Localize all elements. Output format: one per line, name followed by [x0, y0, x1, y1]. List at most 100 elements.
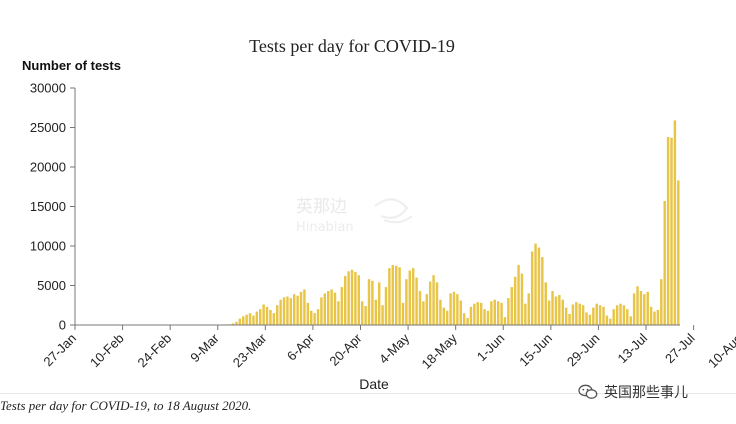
x-tick-label: 10-Feb — [87, 331, 127, 371]
bar — [466, 317, 469, 325]
x-tick-label: 1-Jun — [474, 331, 508, 365]
bar — [242, 316, 245, 325]
bar — [340, 287, 344, 325]
bar — [513, 276, 517, 325]
bar — [238, 318, 242, 325]
bar — [636, 286, 639, 325]
wechat-icon — [578, 384, 598, 399]
y-tick-label: 25000 — [30, 120, 66, 135]
bar — [262, 304, 265, 325]
bar — [483, 309, 486, 325]
y-axis: 0 5000 10000 15000 20000 25000 30000 — [30, 81, 76, 333]
bar — [439, 299, 442, 325]
bar — [537, 247, 541, 325]
bar — [619, 303, 622, 325]
bar — [520, 273, 524, 325]
bar — [507, 298, 510, 325]
bar — [541, 257, 544, 325]
watermark-text-cn: 英那边 — [296, 197, 347, 217]
bar — [609, 318, 612, 325]
bar — [558, 294, 561, 325]
bar — [500, 302, 503, 325]
bar — [350, 269, 354, 325]
x-tick-label: 9-Mar — [187, 330, 222, 365]
bar — [306, 302, 310, 325]
x-tick-label: 24-Feb — [135, 331, 175, 371]
bar — [252, 315, 255, 325]
figure-caption: Tests per day for COVID-19, to 18 August… — [0, 398, 252, 413]
watermark-swirl-icon — [374, 198, 413, 224]
bar — [286, 296, 289, 325]
y-axis-label: Number of tests — [22, 58, 121, 73]
bar — [629, 316, 632, 325]
bar — [343, 276, 347, 325]
x-tick-label: 10-Aug — [705, 331, 736, 371]
bar — [585, 312, 588, 325]
bar — [602, 306, 605, 325]
bar — [330, 289, 333, 325]
bar — [425, 294, 429, 325]
x-tick-label: 18-May — [419, 330, 461, 372]
bar — [326, 291, 330, 325]
bar — [530, 251, 534, 325]
bar — [456, 294, 459, 325]
bar — [677, 180, 680, 325]
bar — [479, 302, 483, 325]
bar — [581, 305, 585, 325]
bar — [377, 282, 381, 325]
bar — [276, 305, 279, 325]
bar — [632, 293, 636, 325]
bar — [575, 302, 578, 325]
brand-name: 英国那些事儿 — [604, 385, 688, 401]
bar — [299, 291, 303, 325]
x-axis-label: Date — [359, 376, 389, 392]
bar — [527, 293, 530, 325]
bar — [639, 291, 643, 325]
bar — [235, 321, 238, 325]
y-tick-label: 5000 — [37, 278, 66, 293]
bar — [401, 302, 405, 325]
bar — [360, 301, 364, 325]
watermark: 英那边 Hinabian — [296, 197, 413, 235]
bar — [554, 296, 558, 325]
bar — [418, 291, 422, 325]
bar — [517, 264, 520, 325]
bar — [248, 313, 252, 325]
bar — [469, 306, 473, 325]
watermark-text-en: Hinabian — [296, 220, 354, 235]
bar — [622, 305, 626, 325]
bar — [643, 294, 646, 325]
bar — [571, 304, 575, 325]
bar — [303, 289, 306, 325]
bar — [289, 298, 293, 325]
bar — [384, 287, 388, 325]
x-tick-label: 15-Jun — [516, 331, 555, 370]
bar — [371, 280, 374, 325]
bar — [391, 264, 395, 325]
bar — [296, 295, 299, 325]
bar — [666, 136, 670, 325]
bar — [367, 279, 371, 325]
bar — [313, 313, 316, 325]
bar — [568, 313, 571, 325]
bar — [279, 299, 282, 325]
bar — [408, 270, 412, 325]
bar — [656, 309, 660, 325]
bar — [272, 313, 276, 325]
bar — [422, 301, 425, 325]
bar — [347, 271, 350, 325]
y-tick-label: 0 — [59, 318, 66, 333]
bar — [432, 275, 435, 325]
bar — [333, 292, 337, 325]
bar — [486, 310, 490, 325]
bar — [615, 305, 619, 325]
bar — [394, 265, 398, 325]
bar — [354, 272, 357, 325]
bar — [612, 309, 615, 325]
bar — [595, 303, 598, 325]
bar — [473, 303, 476, 325]
x-axis: 27-Jan 10-Feb 24-Feb 9-Mar 23-Mar 6-Apr 20-Apr… — [40, 324, 736, 372]
bar — [381, 305, 384, 325]
bar — [320, 297, 323, 325]
